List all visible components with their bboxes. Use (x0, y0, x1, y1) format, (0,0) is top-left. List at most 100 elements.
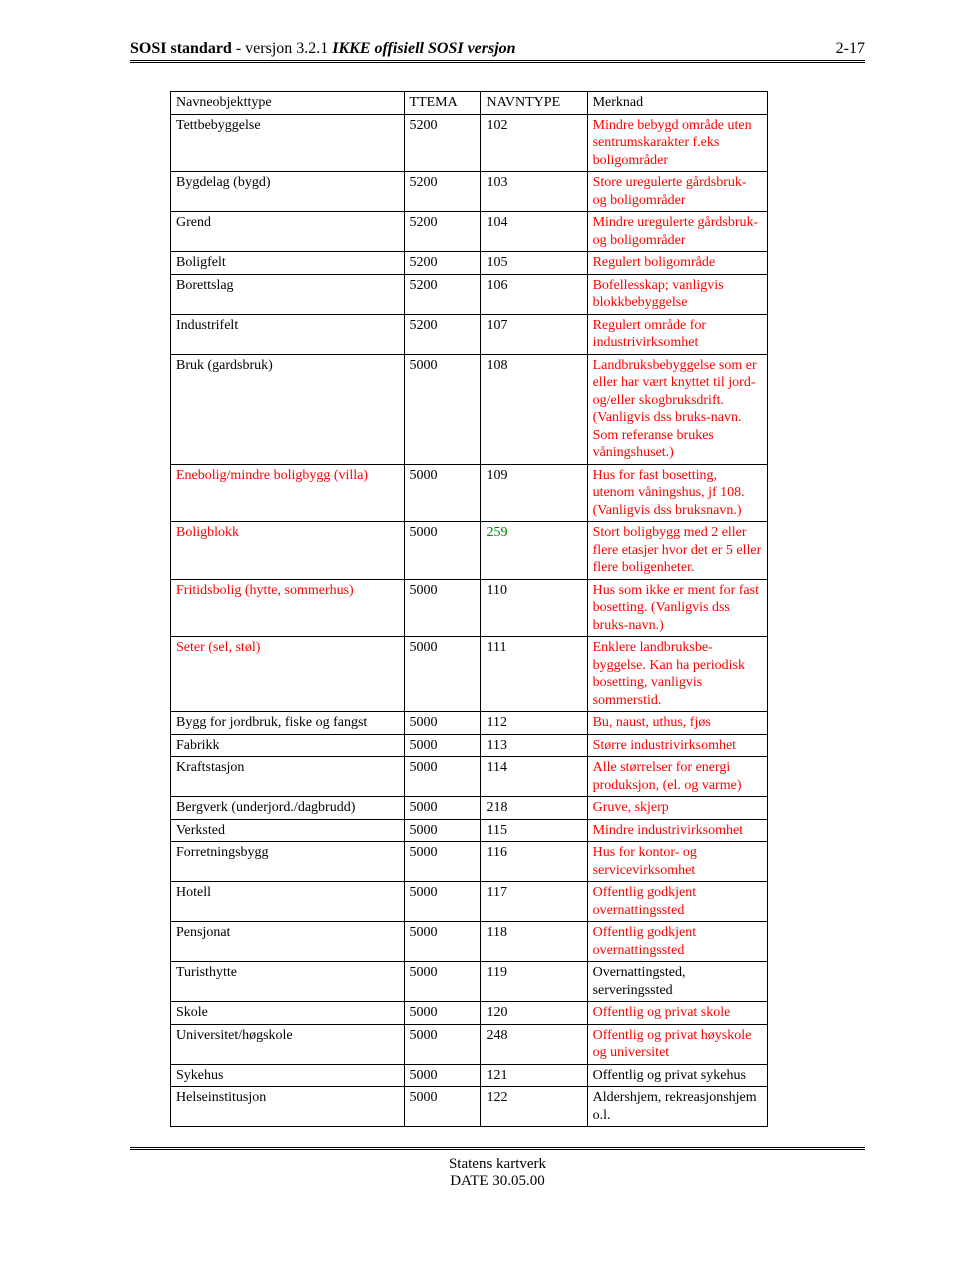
table-cell: Hotell (171, 882, 405, 922)
document-title: SOSI standard - versjon 3.2.1 IKKE offis… (130, 40, 516, 58)
table-cell: 5200 (404, 114, 481, 172)
table-cell: Skole (171, 1002, 405, 1025)
table-row: Grend5200104Mindre uregulerte gårdsbruk-… (171, 212, 768, 252)
table-cell: 117 (481, 882, 587, 922)
table-cell: Tettbebyggelse (171, 114, 405, 172)
col-header-navntype: NAVNTYPE (481, 92, 587, 115)
table-row: Boligfelt5200105Regulert boligområde (171, 252, 768, 275)
table-row: Bygg for jordbruk, fiske og fangst500011… (171, 712, 768, 735)
table-cell: Pensjonat (171, 922, 405, 962)
table-cell: 111 (481, 637, 587, 712)
table-cell: 114 (481, 757, 587, 797)
table-cell: 5000 (404, 354, 481, 464)
table-cell: Borettslag (171, 274, 405, 314)
table-cell: Overnattingsted, serveringssted (587, 962, 767, 1002)
table-cell: 103 (481, 172, 587, 212)
table-cell: 5000 (404, 819, 481, 842)
table-cell: 5000 (404, 797, 481, 820)
table-row: Boligblokk5000259Stort boligbygg med 2 e… (171, 522, 768, 580)
table-row: Skole5000120Offentlig og privat skole (171, 1002, 768, 1025)
table-header-row: Navneobjekttype TTEMA NAVNTYPE Merknad (171, 92, 768, 115)
table-cell: 121 (481, 1064, 587, 1087)
table-row: Bruk (gardsbruk)5000108Landbruksbebyggel… (171, 354, 768, 464)
table-cell: Mindre uregulerte gårdsbruk- og boligomr… (587, 212, 767, 252)
table-cell: 5000 (404, 579, 481, 637)
table-cell: 120 (481, 1002, 587, 1025)
table-cell: 5200 (404, 314, 481, 354)
table-cell: Grend (171, 212, 405, 252)
table-cell: 259 (481, 522, 587, 580)
page: SOSI standard - versjon 3.2.1 IKKE offis… (0, 0, 960, 1220)
table-cell: Hus som ikke er ment for fast bosetting.… (587, 579, 767, 637)
page-footer: Statens kartverk DATE 30.05.00 (130, 1147, 865, 1190)
table-cell: Boligfelt (171, 252, 405, 275)
table-cell: 119 (481, 962, 587, 1002)
table-cell: 5000 (404, 882, 481, 922)
table-row: Sykehus5000121Offentlig og privat sykehu… (171, 1064, 768, 1087)
table-cell: 248 (481, 1024, 587, 1064)
col-header-merknad: Merknad (587, 92, 767, 115)
table-cell: 112 (481, 712, 587, 735)
table-cell: 5000 (404, 1087, 481, 1127)
table-cell: Aldershjem, rekreasjonshjem o.l. (587, 1087, 767, 1127)
table-row: Industrifelt5200107Regulert område for i… (171, 314, 768, 354)
table-cell: Hus for fast bosetting, utenom våningshu… (587, 464, 767, 522)
table-cell: 5000 (404, 842, 481, 882)
table-cell: 116 (481, 842, 587, 882)
table-cell: 115 (481, 819, 587, 842)
data-table: Navneobjekttype TTEMA NAVNTYPE Merknad T… (170, 91, 768, 1127)
table-cell: 5000 (404, 757, 481, 797)
table-cell: Offentlig og privat høyskole og universi… (587, 1024, 767, 1064)
table-cell: 5000 (404, 1002, 481, 1025)
table-cell: 218 (481, 797, 587, 820)
title-part3: IKKE offisiell SOSI versjon (332, 40, 515, 57)
table-row: Universitet/høgskole5000248Offentlig og … (171, 1024, 768, 1064)
page-header: SOSI standard - versjon 3.2.1 IKKE offis… (130, 40, 865, 63)
table-cell: Mindre industrivirksomhet (587, 819, 767, 842)
table-cell: 5200 (404, 212, 481, 252)
table-cell: 5000 (404, 1064, 481, 1087)
table-cell: Enebolig/mindre boligbygg (villa) (171, 464, 405, 522)
table-cell: 105 (481, 252, 587, 275)
table-cell: 5000 (404, 522, 481, 580)
table-cell: Fabrikk (171, 734, 405, 757)
table-cell: 110 (481, 579, 587, 637)
table-row: Bygdelag (bygd)5200103Store uregulerte g… (171, 172, 768, 212)
table-row: Hotell5000117Offentlig godkjent overnatt… (171, 882, 768, 922)
table-cell: Offentlig godkjent overnattingssted (587, 922, 767, 962)
table-row: Pensjonat5000118Offentlig godkjent overn… (171, 922, 768, 962)
table-row: Tettbebyggelse5200102Mindre bebygd områd… (171, 114, 768, 172)
table-cell: Bergverk (underjord./dagbrudd) (171, 797, 405, 820)
table-cell: Bu, naust, uthus, fjøs (587, 712, 767, 735)
table-row: Forretningsbygg5000116Hus for kontor- og… (171, 842, 768, 882)
table-row: Fritidsbolig (hytte, sommerhus)5000110Hu… (171, 579, 768, 637)
table-cell: Turisthytte (171, 962, 405, 1002)
table-row: Verksted5000115Mindre industrivirksomhet (171, 819, 768, 842)
table-cell: Landbruksbebyggelse som er eller har vær… (587, 354, 767, 464)
table-cell: Hus for kontor- og servicevirksomhet (587, 842, 767, 882)
table-cell: Bruk (gardsbruk) (171, 354, 405, 464)
table-cell: Enklere landbruksbe-byggelse. Kan ha per… (587, 637, 767, 712)
table-cell: 5000 (404, 637, 481, 712)
footer-date: DATE 30.05.00 (130, 1173, 865, 1190)
page-number: 2-17 (836, 40, 865, 58)
table-cell: Regulert område for industrivirksomhet (587, 314, 767, 354)
table-body: Tettbebyggelse5200102Mindre bebygd områd… (171, 114, 768, 1127)
table-cell: 5200 (404, 274, 481, 314)
table-row: Bergverk (underjord./dagbrudd)5000218Gru… (171, 797, 768, 820)
title-part2: - versjon 3.2.1 (232, 40, 332, 57)
table-row: Borettslag5200106Bofellesskap; vanligvis… (171, 274, 768, 314)
table-cell: 5200 (404, 172, 481, 212)
table-cell: Universitet/høgskole (171, 1024, 405, 1064)
table-cell: Mindre bebygd område uten sentrumskarakt… (587, 114, 767, 172)
table-row: Turisthytte5000119Overnattingsted, serve… (171, 962, 768, 1002)
table-cell: Store uregulerte gårdsbruk- og boligområ… (587, 172, 767, 212)
table-cell: Verksted (171, 819, 405, 842)
col-header-navneobjekttype: Navneobjekttype (171, 92, 405, 115)
table-cell: Bygg for jordbruk, fiske og fangst (171, 712, 405, 735)
footer-org: Statens kartverk (130, 1156, 865, 1173)
table-cell: 5000 (404, 1024, 481, 1064)
table-cell: 108 (481, 354, 587, 464)
table-cell: 5000 (404, 734, 481, 757)
table-cell: Offentlig og privat skole (587, 1002, 767, 1025)
